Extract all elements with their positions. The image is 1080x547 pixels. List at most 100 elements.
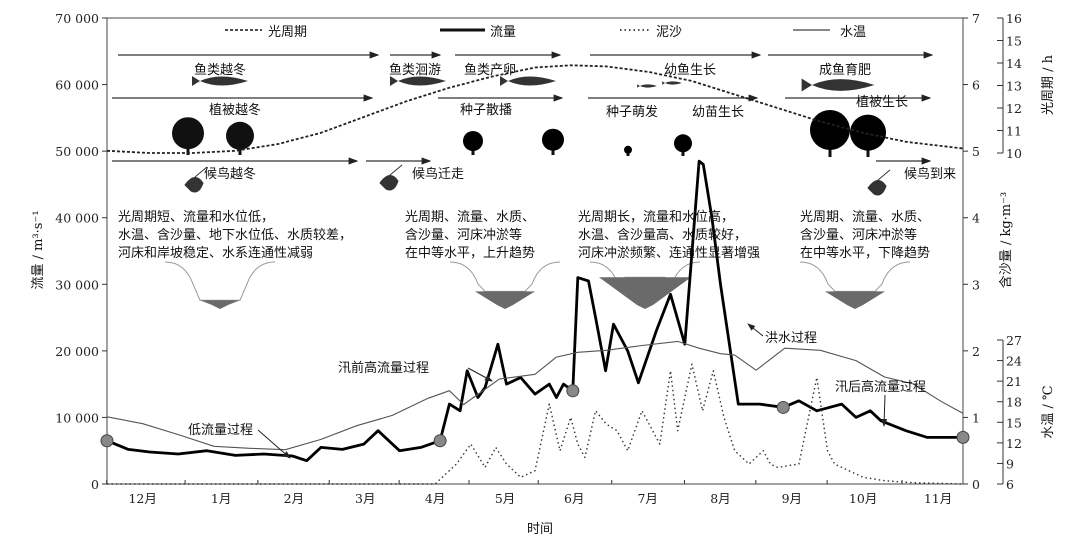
annotation-label: 汛后高流量过程 (835, 379, 926, 395)
photoperiod-tick-label: 12 (1006, 101, 1022, 116)
x-tick-label: 4月 (425, 491, 445, 506)
x-axis-label: 时间 (527, 522, 553, 537)
legend-label: 流量 (490, 25, 516, 40)
temp-tick-label: 12 (1006, 436, 1022, 451)
series-line-3 (106, 64, 964, 154)
season-description: 水温、含沙量高、水质较好， (578, 227, 747, 243)
tree-icon (674, 134, 692, 156)
annotation-arrow (467, 367, 493, 382)
season-description: 光周期短、流量和水位低， (118, 210, 274, 225)
tree-icon (226, 121, 254, 155)
left-axis-label: 流量 / m³·s⁻¹ (31, 210, 46, 289)
legend-label: 水温 (840, 25, 866, 40)
sediment-tick-label: 0 (972, 477, 980, 492)
season-description: 河床冲淤频繁、连通性显著增强 (578, 245, 760, 261)
sediment-tick-label: 6 (972, 78, 980, 93)
series-line-2 (107, 363, 964, 485)
tree-crown (226, 121, 254, 150)
left-tick-label: 20 000 (55, 344, 99, 359)
annotation-arrow (881, 394, 888, 427)
left-tick-label: 70 000 (55, 11, 99, 26)
tree-crown (463, 131, 483, 151)
photoperiod-tick-label: 10 (1006, 146, 1022, 161)
left-tick-label: 0 (91, 477, 99, 492)
legend-label: 泥沙 (656, 25, 682, 40)
tree-icon (850, 114, 886, 157)
photoperiod-axis-label: 光周期 / h (1041, 54, 1056, 115)
river-cross-section-icon (799, 261, 911, 309)
fish-icon (390, 76, 446, 86)
temp-axis-label: 水温 / ℃ (1041, 385, 1056, 438)
temp-tick-label: 15 (1006, 415, 1022, 430)
tree-icon (542, 128, 564, 155)
temp-tick-label: 18 (1006, 395, 1022, 410)
bird-stage-label: 候鸟越冬 (204, 166, 256, 182)
left-tick-label: 50 000 (55, 144, 99, 159)
key-point-marker (776, 400, 790, 414)
series-line-0 (106, 159, 963, 463)
tree-crown (542, 128, 564, 151)
left-tick-label: 30 000 (55, 277, 99, 292)
temp-tick-label: 9 (1006, 456, 1014, 471)
x-tick-label: 7月 (637, 491, 657, 506)
temp-tick-label: 21 (1006, 374, 1022, 389)
season-description: 光周期长，流量和水位高， (578, 209, 734, 225)
season-description: 含沙量、河床冲淤等 (800, 227, 917, 243)
photoperiod-tick-label: 16 (1006, 11, 1022, 26)
season-description: 光周期、流量、水质、 (405, 210, 535, 225)
plant-stage-label: 植被生长 (856, 95, 908, 110)
left-tick-label: 60 000 (55, 78, 99, 93)
river-water (599, 277, 691, 309)
fish-icon (192, 76, 248, 86)
photoperiod-tick-label: 13 (1006, 79, 1022, 94)
plant-stage-label: 植被越冬 (209, 102, 261, 118)
x-tick-label: 8月 (710, 491, 730, 506)
annotation-label: 洪水过程 (765, 331, 817, 346)
key-point-marker (433, 434, 447, 448)
x-tick-label: 3月 (355, 491, 375, 506)
x-tick-label: 11月 (924, 491, 952, 506)
plant-stage-label: 种子散播 (460, 103, 512, 118)
riverbank-outline (164, 261, 276, 301)
tree-crown (810, 110, 850, 150)
plot-frame (106, 17, 964, 485)
sediment-tick-label: 2 (972, 344, 980, 359)
river-cross-section-icon (449, 261, 561, 309)
tree-crown (674, 134, 692, 153)
season-description: 在中等水平，下降趋势 (800, 245, 930, 261)
plant-stage-label: 种子萌发 (606, 104, 658, 120)
season-description: 光周期、流量、水质、 (800, 210, 930, 225)
sediment-tick-label: 7 (972, 11, 980, 26)
fish-icon (801, 78, 875, 92)
photoperiod-tick-label: 15 (1006, 34, 1022, 49)
temp-tick-label: 27 (1006, 333, 1022, 348)
tree-crown (624, 145, 632, 154)
fish-stage-label: 成鱼育肥 (819, 62, 871, 78)
fish-stage-label: 鱼类越冬 (194, 62, 246, 78)
sediment-tick-label: 4 (972, 211, 980, 226)
tree-crown (850, 114, 886, 151)
river-water (475, 291, 535, 309)
key-point-marker (100, 434, 114, 448)
tree-icon (624, 145, 632, 156)
tree-crown (172, 117, 204, 150)
x-tick-label: 2月 (284, 491, 304, 506)
x-tick-label: 10月 (849, 491, 877, 506)
temp-tick-label: 6 (1006, 477, 1014, 492)
key-point-marker (956, 430, 970, 444)
fish-icon (662, 81, 682, 85)
key-point-marker (566, 384, 580, 398)
plant-stage-label: 幼苗生长 (692, 105, 744, 120)
annotation-arrow (747, 323, 764, 337)
temp-tick-label: 24 (1006, 354, 1022, 369)
annotation-label: 低流量过程 (188, 423, 253, 438)
photoperiod-tick-label: 14 (1006, 56, 1022, 71)
fish-icon (637, 84, 657, 88)
legend-label: 光周期 (268, 25, 307, 40)
river-cross-section-icon (164, 261, 276, 309)
annotation-arrow (257, 429, 291, 459)
fish-stage-label: 幼鱼生长 (664, 62, 716, 78)
fish-icon (500, 76, 556, 86)
x-tick-label: 6月 (564, 491, 584, 506)
